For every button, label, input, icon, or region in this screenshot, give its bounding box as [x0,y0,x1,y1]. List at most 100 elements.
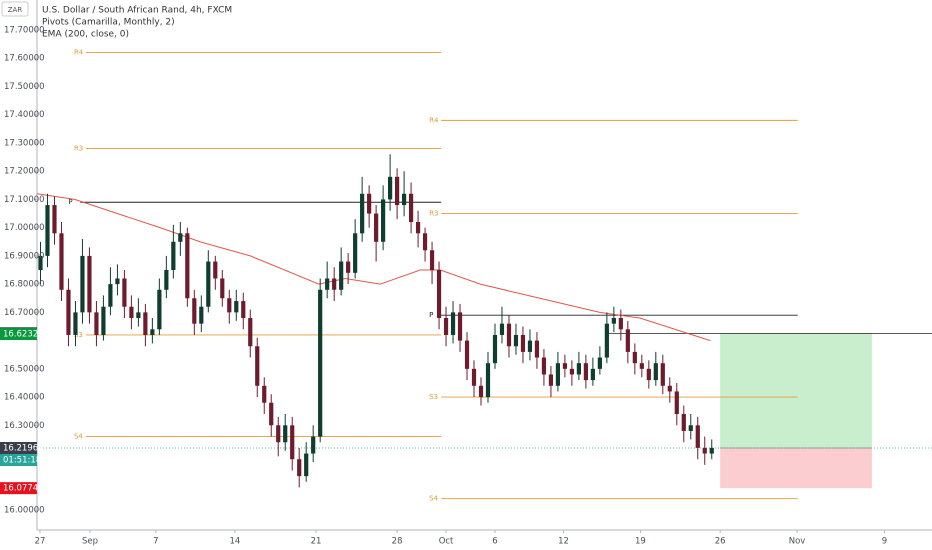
candle-body [220,278,225,299]
y-tick-label: 17.00000 [4,223,45,233]
candle-body [185,233,190,299]
candle-body [674,391,679,415]
candle-body [443,318,449,335]
candle-body [478,385,484,398]
x-tick-label: 12 [558,537,569,547]
pivot-label: R3 [74,145,83,153]
candle-body [234,301,239,313]
candle-body [695,425,700,448]
countdown-bg [0,453,37,466]
candle-body [283,425,288,443]
candle-body [332,278,337,290]
candle-body [667,385,672,392]
candle-body [311,436,316,454]
candle-body [101,306,106,335]
pivot-label: R4 [429,116,439,124]
symbol-badge[interactable] [1,1,29,17]
candle-body [346,261,351,273]
candle-body [157,289,162,330]
candle-body [374,213,379,242]
y-tick-label: 16.70000 [4,308,45,318]
candle-body [492,334,498,364]
x-tick-label: 14 [229,537,240,547]
candle-body [52,205,57,234]
candle-body [576,363,581,375]
candle-body [381,199,386,242]
candle-body [513,334,519,347]
candle-body [625,329,630,352]
candle-body [632,351,637,364]
candle-body [527,340,533,352]
pivot-label: P [68,198,72,206]
x-tick-label: Sep [82,537,98,547]
candle-body [709,447,714,454]
candle-body [415,222,421,234]
candle-body [241,301,246,319]
price-label-bg [0,328,37,341]
candle-body [590,368,595,381]
candle-body [471,368,477,386]
pivot-label: R3 [429,210,438,218]
countdown: 01:51:18 [3,455,41,465]
x-tick-label: 9 [882,537,887,547]
candle-body [660,363,665,386]
y-tick-label: 16.30000 [4,421,45,431]
candle-body [436,270,442,319]
candle-body [38,255,43,271]
candle-body [534,340,540,358]
candle-body [150,329,155,335]
price-label-bg [0,482,37,495]
x-tick-label: 6 [492,537,497,547]
loss-zone [720,447,872,489]
chart-title: U.S. Dollar / South African Rand, 4h, FX… [42,6,232,16]
candle-body [276,425,281,443]
candle-body [548,374,554,386]
candle-body [597,357,602,369]
candle-body [360,193,365,234]
candle-body [143,312,148,335]
candle-body [178,233,183,242]
candle-body [73,312,78,335]
y-tick-label: 17.50000 [4,82,45,92]
y-tick-label: 16.00000 [4,506,45,516]
candle-body [401,193,407,206]
price-label: 16.62321 [3,330,44,340]
y-tick-label: 17.10000 [4,195,45,205]
candle-body [353,233,358,273]
candle-body [80,255,85,313]
candle-body [611,318,616,324]
price-label: 16.07744 [3,484,44,494]
candle-body [297,459,302,477]
indicator-label: EMA (200, close, 0) [42,30,129,40]
candle-body [339,261,344,290]
candle-body [520,334,526,352]
candle-body [199,306,204,324]
candle-body [702,447,707,454]
pivot-label: S4 [74,433,83,441]
y-tick-label: 16.90000 [4,251,45,261]
candle-body [646,368,651,381]
y-tick-label: 17.40000 [4,110,45,120]
candle-body [604,323,609,358]
candle-body [541,357,547,375]
candle-body [206,261,211,307]
x-tick-label: 28 [392,537,403,547]
candle-body [122,278,127,307]
pivot-label: S4 [429,495,438,503]
candle-body [136,312,141,319]
y-tick-label: 17.60000 [4,54,45,64]
x-tick-label: Nov [789,537,806,547]
candle-body [213,261,218,279]
indicator-label: Pivots (Camarilla, Monthly, 2) [42,18,175,28]
candle-body [94,312,99,335]
candle-body [108,284,113,307]
candle-body [388,176,393,200]
pivot-label: S3 [429,393,438,401]
candle-body [562,363,568,369]
x-tick-label: 21 [311,537,322,547]
candle-body [688,425,693,431]
candle-body [45,205,50,256]
candle-body [192,298,197,324]
